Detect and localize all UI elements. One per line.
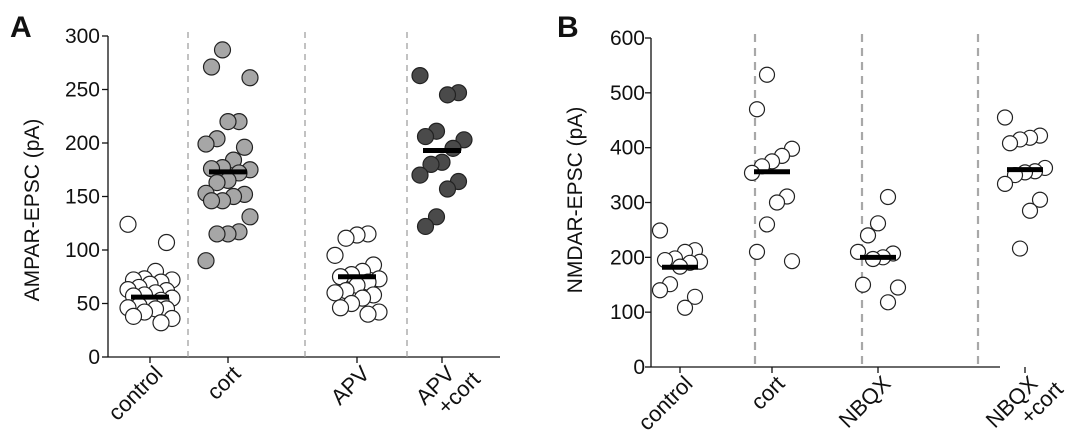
- category-label: cort: [202, 361, 246, 405]
- data-point: [748, 243, 766, 260]
- data-point: [337, 229, 355, 247]
- data-point: [758, 216, 776, 233]
- data-point: [157, 233, 176, 252]
- data-point: [416, 217, 435, 236]
- y-tick-label: 0: [633, 356, 645, 379]
- data-point: [208, 173, 226, 192]
- data-point: [152, 314, 170, 332]
- data-point: [1031, 191, 1049, 208]
- data-point: [202, 192, 221, 210]
- data-point: [213, 41, 232, 59]
- data-point: [197, 135, 215, 153]
- y-tick-label: 200: [610, 246, 645, 269]
- data-point: [438, 180, 457, 198]
- y-tick-label: 300: [65, 25, 100, 48]
- y-tick-label: 250: [65, 79, 100, 102]
- data-point: [676, 299, 694, 316]
- y-tick-label: 50: [77, 293, 100, 316]
- category-label: NBQX+cort: [981, 361, 1068, 447]
- data-point: [859, 227, 877, 244]
- panel-b: B NMDAR-EPSC (pA) 0 100 200 300 400 500 600 con…: [557, 11, 1068, 447]
- data-point: [124, 307, 143, 325]
- data-point: [651, 222, 669, 239]
- panel-letter-a: A: [10, 11, 32, 44]
- data-point: [411, 66, 429, 85]
- category-label: control: [103, 361, 167, 425]
- category-label: APV+cort: [411, 351, 485, 425]
- panel-letter-b: B: [557, 11, 579, 44]
- data-point: [119, 215, 137, 233]
- data-point: [197, 252, 215, 270]
- data-point: [241, 208, 259, 226]
- data-point: [241, 69, 259, 87]
- data-point: [1001, 135, 1019, 152]
- data-point: [889, 279, 907, 296]
- data-point: [326, 246, 344, 264]
- data-point: [768, 194, 786, 211]
- y-tick-label: 100: [610, 301, 645, 324]
- data-point: [758, 66, 776, 83]
- y-tick-label: 500: [610, 82, 645, 105]
- data-point: [411, 166, 429, 184]
- y-axis-label-b: NMDAR-EPSC (pA): [564, 107, 587, 294]
- data-point: [686, 288, 704, 305]
- category-label: NBQX: [834, 371, 896, 433]
- data-point: [651, 282, 669, 299]
- y-tick-label: 300: [610, 192, 645, 215]
- y-tick-label: 400: [610, 137, 645, 160]
- data-point: [996, 109, 1014, 126]
- data-point: [359, 305, 377, 323]
- data-point: [783, 253, 801, 270]
- y-tick-label: 100: [65, 239, 100, 262]
- category-label: APV: [326, 361, 375, 410]
- data-point: [422, 155, 440, 173]
- data-point: [427, 208, 446, 226]
- y-tick-label: 150: [65, 186, 100, 209]
- data-point: [748, 101, 766, 118]
- data-point: [1021, 202, 1039, 219]
- data-point: [879, 188, 897, 206]
- y-tick-label: 200: [65, 132, 100, 155]
- data-point: [996, 175, 1014, 192]
- y-tick-label: 600: [610, 27, 645, 50]
- data-point: [1011, 240, 1029, 257]
- data-point: [202, 58, 221, 76]
- data-point: [438, 86, 457, 104]
- y-axis-label-a: AMPAR-EPSC (pA): [21, 119, 44, 302]
- data-point: [331, 299, 350, 317]
- y-tick-label: 0: [88, 346, 100, 369]
- data-point: [235, 138, 254, 156]
- data-point: [879, 294, 897, 311]
- data-point: [326, 284, 344, 302]
- data-point: [416, 127, 435, 146]
- data-point: [854, 276, 872, 293]
- panel-a: A AMPAR-EPSC (pA) 0 50 100 150 200 250 300 cont…: [10, 11, 500, 425]
- category-label: control: [633, 371, 697, 435]
- data-point: [208, 225, 226, 243]
- data-point: [869, 215, 887, 232]
- data-point: [219, 112, 237, 131]
- category-label: cort: [746, 371, 790, 415]
